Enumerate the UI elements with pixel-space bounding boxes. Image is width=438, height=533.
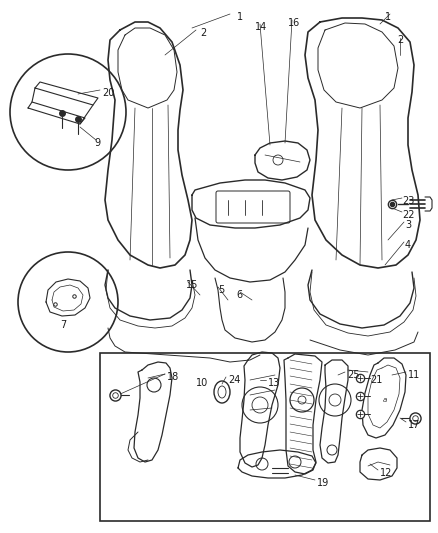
- Text: 19: 19: [317, 478, 329, 488]
- Text: 10: 10: [196, 378, 208, 388]
- Text: 25: 25: [347, 370, 360, 380]
- Circle shape: [18, 252, 118, 352]
- Text: 21: 21: [370, 375, 382, 385]
- Text: 2: 2: [397, 35, 403, 45]
- Text: 14: 14: [255, 22, 267, 32]
- Text: 5: 5: [218, 285, 224, 295]
- Text: 23: 23: [402, 196, 414, 206]
- Text: a: a: [383, 397, 387, 403]
- Text: 1: 1: [385, 12, 391, 22]
- Text: 20: 20: [102, 88, 114, 98]
- Text: 12: 12: [380, 468, 392, 478]
- Text: 7: 7: [60, 320, 66, 330]
- Text: 15: 15: [186, 280, 198, 290]
- Text: 16: 16: [288, 18, 300, 28]
- Text: 6: 6: [236, 290, 242, 300]
- Text: 17: 17: [408, 420, 420, 430]
- Text: 2: 2: [200, 28, 206, 38]
- Text: 9: 9: [94, 138, 100, 148]
- Circle shape: [10, 54, 126, 170]
- Text: 3: 3: [405, 220, 411, 230]
- Text: 11: 11: [408, 370, 420, 380]
- Text: 4: 4: [405, 240, 411, 250]
- Text: 1: 1: [237, 12, 243, 22]
- Text: 18: 18: [167, 372, 179, 382]
- Text: 24: 24: [228, 375, 240, 385]
- Text: 22: 22: [402, 210, 414, 220]
- Text: 13: 13: [268, 378, 280, 388]
- FancyBboxPatch shape: [100, 353, 430, 521]
